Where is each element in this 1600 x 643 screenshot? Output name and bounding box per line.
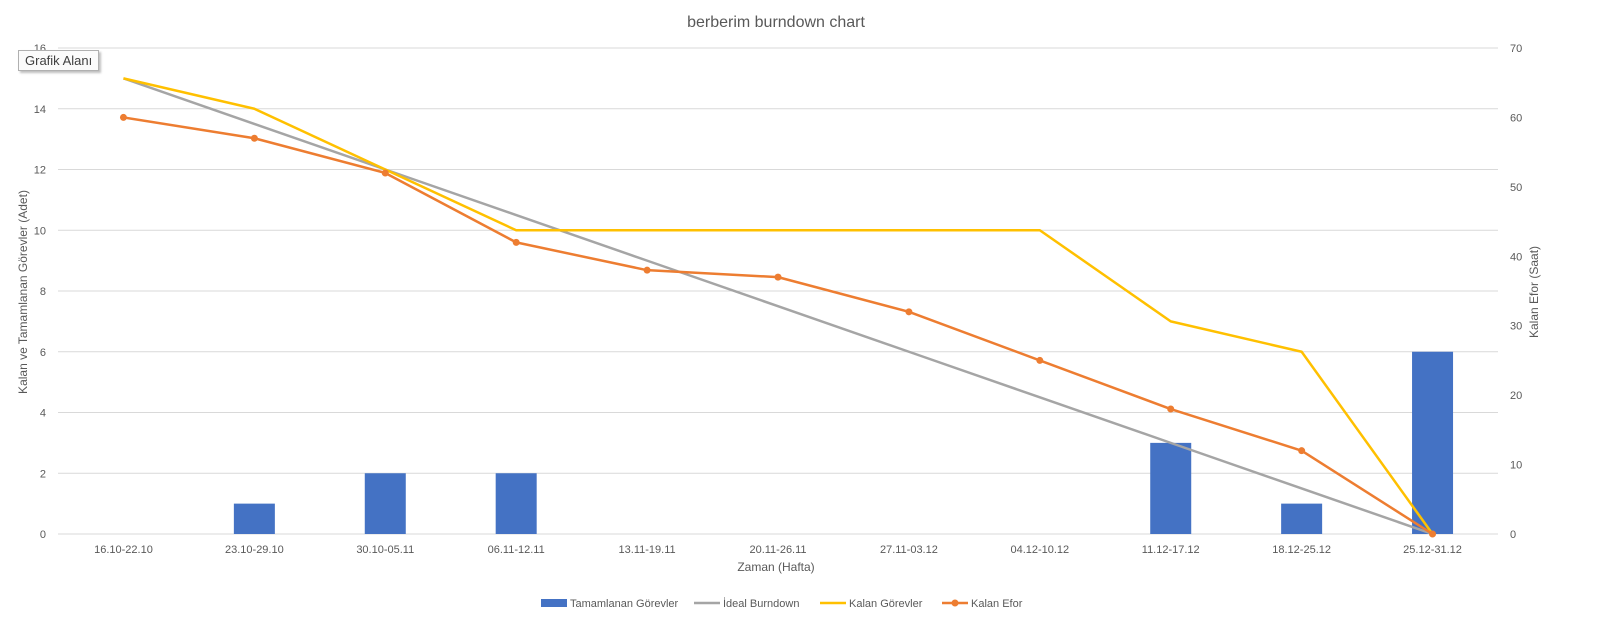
data-point [1298,447,1306,455]
x-tick-label: 13.11-19.11 [619,544,676,556]
legend-label: İdeal Burndown [723,597,799,610]
bar [1150,442,1192,534]
x-tick-label: 16.10-22.10 [94,544,153,556]
x-tick-label: 25.12-31.12 [1403,544,1462,556]
y2-tick-label: 70 [1510,43,1522,55]
data-point [905,308,913,316]
data-point [119,113,127,121]
x-tick-label: 06.11-12.11 [488,544,545,556]
y2-tick-label: 30 [1510,321,1522,333]
y2-tick-label: 10 [1510,460,1522,472]
legend-label: Kalan Efor [971,598,1023,610]
data-point [1036,356,1044,364]
series-line [123,77,1434,535]
y2-tick-label: 0 [1510,529,1516,541]
data-point [643,266,651,274]
series-line [123,116,1434,536]
legend-swatch [541,599,567,607]
y-tick-label: 12 [34,165,46,177]
y2-axis-title: Kalan Efor (Saat) [1527,246,1541,338]
bar [495,473,537,534]
x-tick-label: 30.10-05.11 [356,544,414,556]
data-point [1167,405,1175,413]
data-point [250,134,258,142]
x-tick-label: 04.12-10.12 [1010,544,1069,556]
y-tick-label: 14 [34,104,46,116]
data-point [381,169,389,177]
bar-series [233,351,1454,534]
y2-tick-label: 50 [1510,182,1522,194]
gridlines [58,47,1498,535]
legend: Tamamlanan Görevler İdeal Burndown Kalan G… [541,597,1023,610]
series-line [123,77,1433,536]
x-tick-label: 27.11-03.12 [880,544,938,556]
legend-item: Tamamlanan Görevler [541,598,679,610]
data-point [774,273,782,281]
y-tick-label: 2 [40,468,46,480]
data-point [1429,530,1437,538]
bar [1281,503,1323,534]
x-tick-label: 18.12-25.12 [1272,544,1331,556]
legend-item: Kalan Efor [942,598,1023,610]
y-axis-title: Kalan ve Tamamlanan Görevler (Adet) [16,190,30,394]
y-tick-label: 4 [40,408,46,420]
x-tick-label: 20.11-26.11 [749,544,806,556]
y2-tick-label: 60 [1510,112,1522,124]
legend-marker [951,599,959,607]
chart-area-tooltip: Grafik Alanı [18,50,100,71]
bar [1412,351,1454,534]
bar [233,503,275,534]
data-point [512,238,520,246]
y-tick-label: 0 [40,529,46,541]
legend-label: Kalan Görevler [849,598,923,610]
x-axis-title: Zaman (Hafta) [737,560,814,574]
y-tick-label: 8 [40,286,46,298]
right-axis-ticks: 0 10 20 30 40 50 60 70 [1510,43,1522,541]
bar [364,473,406,534]
chart-title: berberim burndown chart [687,14,865,31]
y-tick-label: 6 [40,347,46,359]
legend-item: Kalan Görevler [820,598,923,610]
y-tick-label: 10 [34,225,46,237]
legend-item: İdeal Burndown [694,597,799,610]
legend-label: Tamamlanan Görevler [570,598,679,610]
y2-tick-label: 40 [1510,251,1522,263]
y2-tick-label: 20 [1510,390,1522,402]
x-tick-label: 11.12-17.12 [1142,544,1200,556]
line-series [119,77,1437,538]
x-axis-ticks: 16.10-22.10 23.10-29.10 30.10-05.11 06.11-1… [94,544,1462,556]
x-tick-label: 23.10-29.10 [225,544,284,556]
